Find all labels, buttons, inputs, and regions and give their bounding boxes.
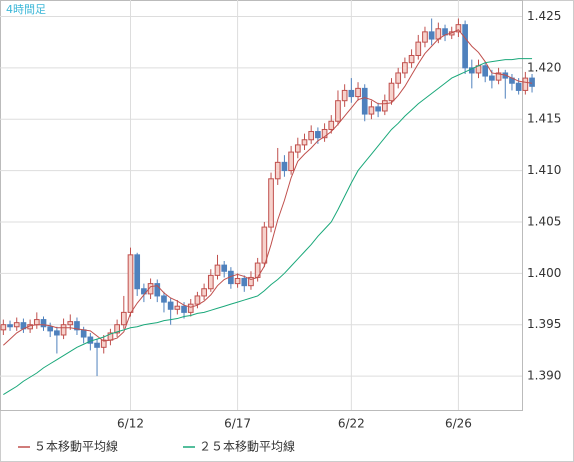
- candle-body: [187, 303, 194, 313]
- candle-body: [268, 178, 274, 228]
- candle-body: [0, 324, 7, 331]
- candle-body: [181, 305, 187, 313]
- ma-line: [3, 29, 533, 346]
- candle-body: [241, 277, 248, 287]
- chart-title: 4時間足: [6, 3, 46, 16]
- candle-body: [221, 264, 228, 272]
- candle-body: [207, 274, 214, 290]
- candle-body: [80, 329, 87, 338]
- candle-body: [402, 62, 408, 74]
- candle-body: [248, 276, 254, 287]
- candle-body: [294, 144, 301, 153]
- candle-body: [529, 77, 535, 87]
- candle-body: [94, 342, 100, 348]
- candle-body: [428, 31, 435, 40]
- candle-body: [154, 283, 161, 297]
- candle-body: [40, 319, 47, 328]
- candle-body: [348, 89, 355, 98]
- candle-body: [315, 131, 321, 139]
- candle-body: [33, 319, 40, 326]
- candle-body: [67, 321, 74, 326]
- candle-body: [13, 322, 20, 328]
- candle-body: [455, 24, 462, 33]
- x-tick-label: 6/26: [445, 417, 472, 431]
- candle-body: [134, 254, 141, 290]
- candle-body: [194, 295, 201, 305]
- candle-body: [127, 254, 134, 313]
- candle-body: [422, 31, 428, 43]
- candle-body: [7, 324, 13, 328]
- candle-body: [167, 301, 174, 310]
- candle-body: [408, 54, 415, 64]
- candle-body: [361, 87, 368, 115]
- candle-body: [388, 82, 395, 102]
- candle-body: [495, 72, 502, 81]
- candle-body: [281, 161, 288, 172]
- candle-body: [522, 77, 529, 91]
- candle-body: [482, 65, 489, 77]
- candle-body: [462, 24, 468, 69]
- candle-body: [321, 128, 328, 139]
- candle-body: [54, 330, 60, 336]
- candle-body: [381, 100, 388, 112]
- candle-body: [274, 161, 281, 180]
- candle-body: [288, 151, 294, 172]
- x-tick-label: 6/12: [117, 417, 144, 431]
- plot-area: [0, 0, 523, 411]
- candle-body: [355, 87, 361, 98]
- candle-body: [174, 305, 181, 310]
- candle-body: [341, 89, 348, 102]
- candle-body: [308, 131, 315, 141]
- candle-body: [47, 326, 54, 332]
- y-tick-label: 1.410: [527, 163, 561, 177]
- y-tick-label: 1.400: [527, 266, 561, 280]
- candle-body: [301, 139, 308, 146]
- candle-body: [74, 321, 80, 331]
- y-tick-label: 1.390: [527, 369, 561, 383]
- ma-line: [3, 58, 533, 396]
- candle-body: [214, 264, 221, 276]
- y-tick-label: 1.395: [527, 317, 561, 331]
- candle-body: [234, 277, 241, 285]
- y-tick-label: 1.425: [527, 9, 561, 23]
- candle-body: [201, 288, 207, 297]
- candle-body: [120, 311, 127, 326]
- y-tick-label: 1.420: [527, 60, 561, 74]
- candle-body: [328, 120, 335, 130]
- legend-label: ２５本移動平均線: [199, 439, 295, 454]
- candle-body: [261, 226, 268, 264]
- candle-body: [368, 106, 375, 115]
- x-tick-label: 6/17: [224, 417, 251, 431]
- candle-body: [515, 82, 522, 91]
- candle-body: [489, 75, 495, 81]
- candle-body: [100, 339, 107, 348]
- candle-body: [415, 41, 422, 56]
- x-tick-label: 6/22: [338, 417, 365, 431]
- candle-body: [114, 324, 120, 334]
- legend-label: ５本移動平均線: [34, 439, 118, 454]
- candle-body: [60, 324, 67, 336]
- candle-body: [395, 72, 402, 84]
- candle-body: [161, 295, 167, 303]
- y-tick-label: 1.415: [527, 112, 561, 126]
- candle-body: [335, 100, 341, 122]
- candle-body: [375, 106, 381, 112]
- candle-body: [147, 283, 154, 295]
- y-tick-label: 1.405: [527, 214, 561, 228]
